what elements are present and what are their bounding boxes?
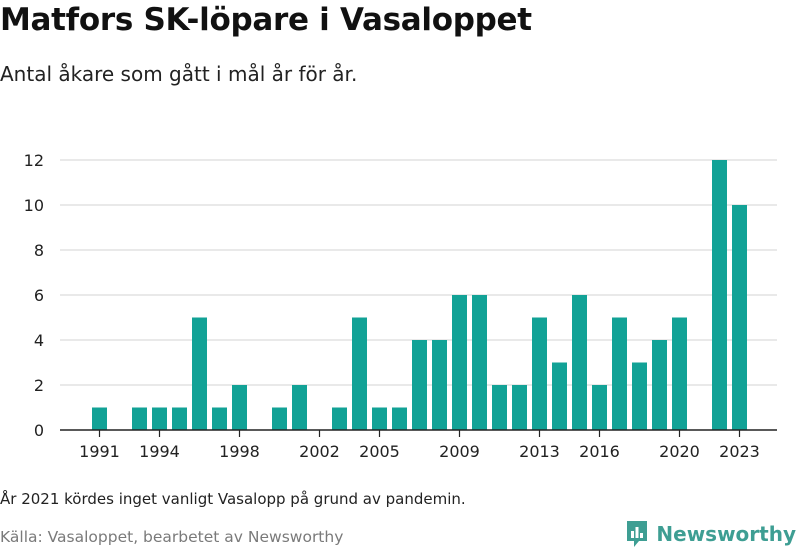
bar-1991 (92, 407, 107, 430)
bar-2017 (612, 317, 627, 430)
bar-2022 (712, 160, 727, 430)
x-tick-label: 2020 (659, 442, 700, 461)
bar-1996 (192, 317, 207, 430)
y-tick-label: 12 (24, 151, 44, 170)
y-tick-label: 4 (34, 331, 44, 350)
bar-2013 (532, 317, 547, 430)
bar-2006 (392, 407, 407, 430)
bar-chart: 0 2 4 6 8 10 12 1991 1994 1998 2002 2005 2009 2013 201… (24, 151, 777, 461)
x-tick-label: 1998 (219, 442, 260, 461)
bar-1997 (212, 407, 227, 430)
chart-logo-icon (627, 521, 648, 547)
bar-2023 (732, 205, 747, 430)
bar-2014 (552, 362, 567, 430)
bar-2012 (512, 385, 527, 430)
bar-2010 (472, 295, 487, 430)
brand-logo: Newsworthy (625, 519, 796, 549)
y-tick-label: 0 (34, 421, 44, 440)
bar-2001 (292, 385, 307, 430)
bar-2008 (432, 340, 447, 430)
y-tick-label: 8 (34, 241, 44, 260)
y-tick-label: 6 (34, 286, 44, 305)
bar-2016 (592, 385, 607, 430)
y-tick-label: 10 (24, 196, 44, 215)
bar-2005 (372, 407, 387, 430)
x-tick-label: 1991 (79, 442, 120, 461)
bar-2018 (632, 362, 647, 430)
bar-1994 (152, 407, 167, 430)
x-tick-label: 2016 (579, 442, 620, 461)
x-tick-label: 2005 (359, 442, 400, 461)
bar-2004 (352, 317, 367, 430)
bar-2003 (332, 407, 347, 430)
x-tick-label: 1994 (139, 442, 180, 461)
bar-1998 (232, 385, 247, 430)
bar-2009 (452, 295, 467, 430)
bar-2007 (412, 340, 427, 430)
x-tick-label: 2002 (299, 442, 340, 461)
x-tick-label: 2023 (719, 442, 760, 461)
x-tick-label: 2013 (519, 442, 560, 461)
bar-2000 (272, 407, 287, 430)
bar-2015 (572, 295, 587, 430)
bar-1993 (132, 407, 147, 430)
bar-1995 (172, 407, 187, 430)
bar-2011 (492, 385, 507, 430)
x-tick-label: 2009 (439, 442, 480, 461)
brand-name: Newsworthy (656, 522, 796, 546)
bar-2020 (672, 317, 687, 430)
page-subtitle: Antal åkare som gått i mål år för år. (0, 62, 358, 86)
y-tick-label: 2 (34, 376, 44, 395)
bar-2019 (652, 340, 667, 430)
page-title: Matfors SK-löpare i Vasaloppet (0, 2, 532, 38)
source-credit: Källa: Vasaloppet, bearbetet av Newswort… (0, 528, 344, 546)
chart-footnote: År 2021 kördes inget vanligt Vasalopp på… (0, 490, 466, 508)
